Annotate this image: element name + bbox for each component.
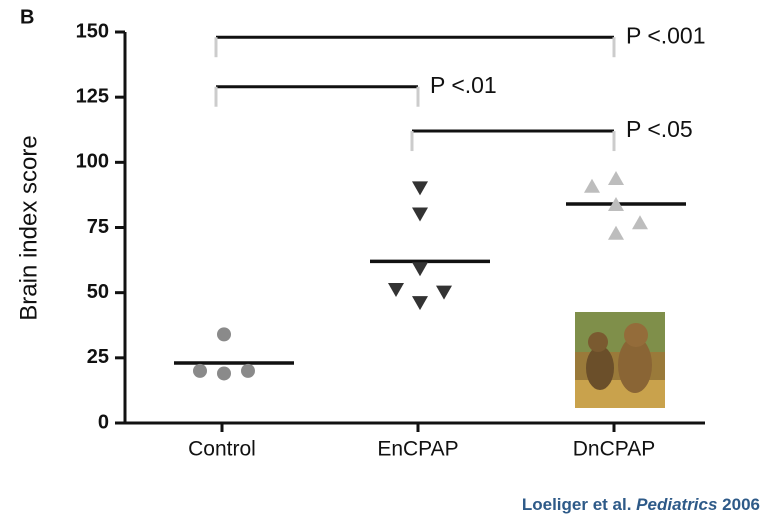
y-tick-label: 150 [76, 20, 109, 42]
citation: Loeliger et al. Pediatrics 2006 [522, 495, 760, 514]
y-tick-label: 125 [76, 85, 109, 107]
y-axis-label: Brain index score [15, 135, 42, 320]
point [217, 366, 231, 381]
citation-year: 2006 [722, 495, 760, 514]
citation-authors: Loeliger et al. [522, 495, 632, 514]
panel-label: B [20, 6, 34, 28]
y-tick-label: 75 [87, 216, 109, 238]
point [193, 363, 207, 378]
x-tick-label: DnCPAP [573, 438, 655, 461]
point [412, 207, 428, 222]
point [608, 197, 624, 212]
x-tick-label: Control [188, 438, 256, 461]
citation-journal: Pediatrics [636, 495, 717, 514]
point [412, 181, 428, 196]
point [632, 215, 648, 230]
significance-label: P <.001 [626, 22, 706, 48]
point [388, 283, 404, 298]
point [608, 225, 624, 240]
point [436, 285, 452, 300]
x-tick-label: EnCPAP [377, 438, 458, 461]
y-tick-label: 25 [87, 346, 109, 368]
y-tick-label: 0 [98, 411, 109, 433]
point [217, 327, 231, 342]
point [241, 363, 255, 378]
y-tick-label: 100 [76, 151, 109, 173]
significance-label: P <.01 [430, 72, 497, 98]
point [412, 296, 428, 311]
point [608, 170, 624, 185]
photo [575, 312, 665, 408]
point [412, 262, 428, 277]
y-tick-label: 50 [87, 281, 109, 303]
significance-label: P <.05 [626, 116, 693, 142]
point [584, 178, 600, 193]
